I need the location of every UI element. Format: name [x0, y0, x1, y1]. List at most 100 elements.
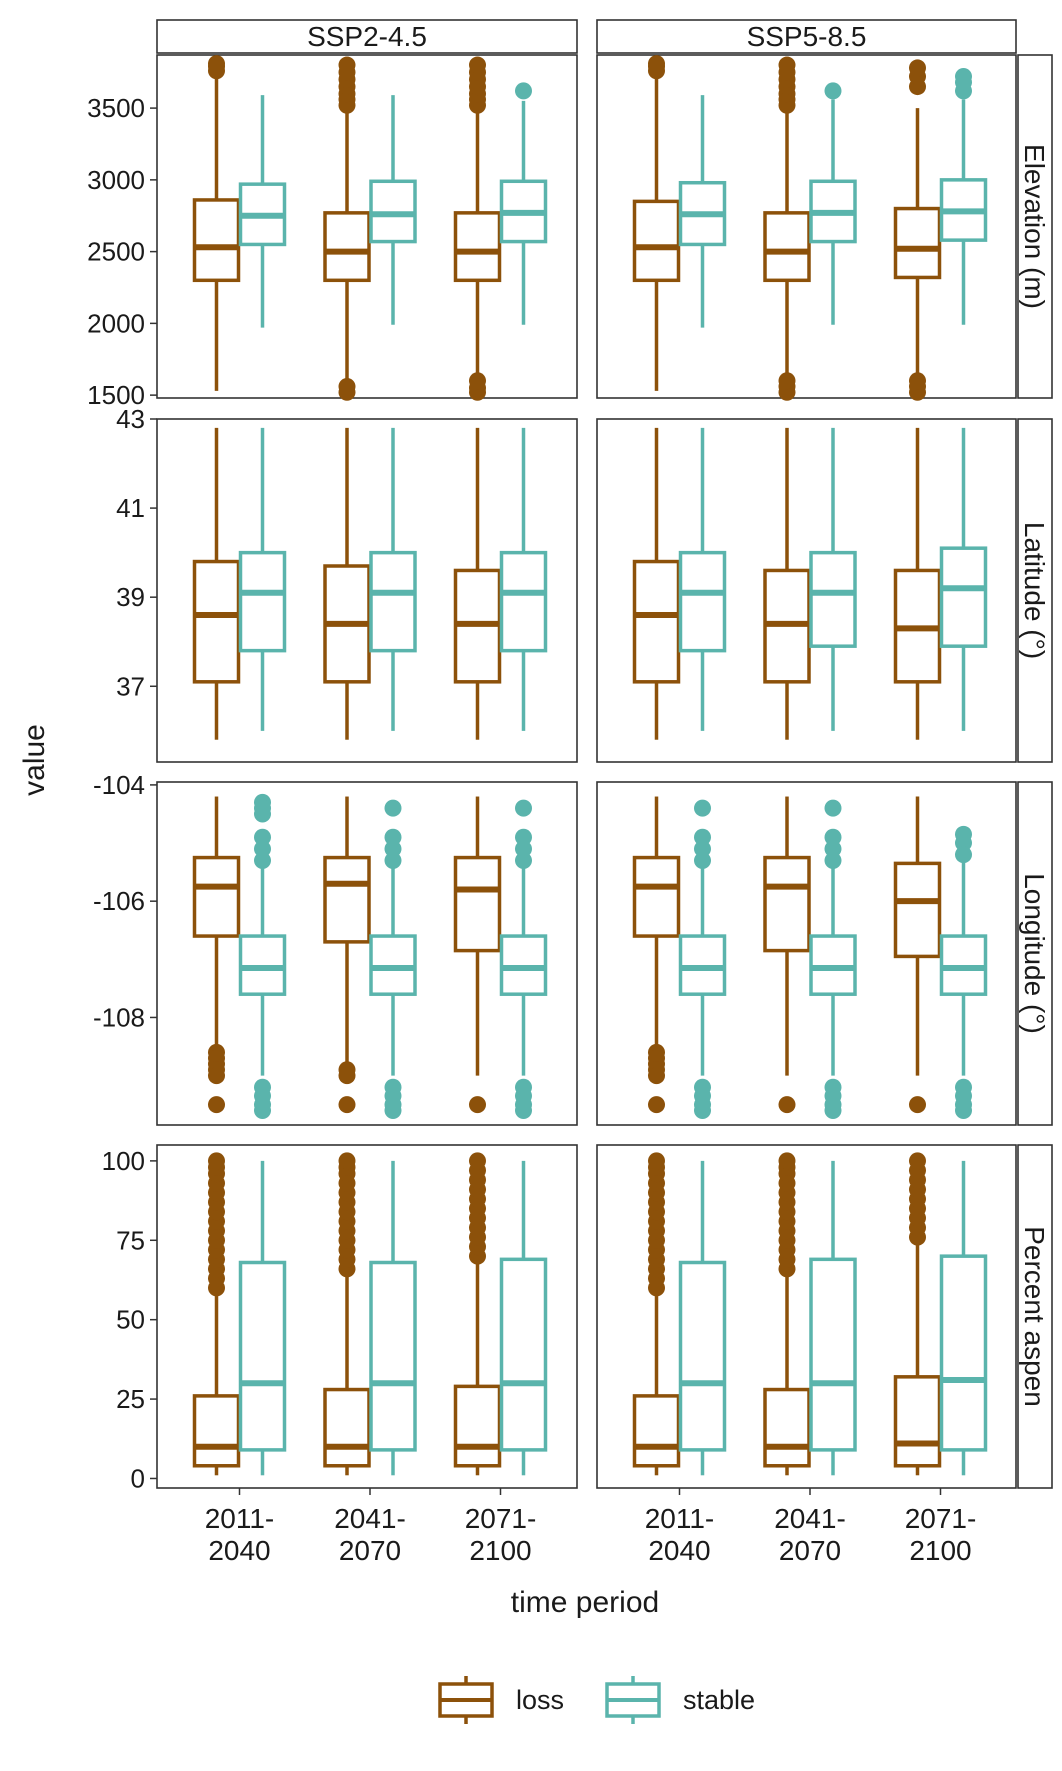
facet-strip-label: SSP5-8.5	[747, 21, 867, 52]
box-iqr	[678, 1260, 727, 1452]
box-loss	[192, 427, 241, 740]
box-loss	[453, 427, 502, 740]
box-iqr	[192, 1394, 241, 1468]
box-loss	[632, 55, 681, 391]
facet-strip-label: Longitude (°)	[1019, 873, 1050, 1034]
box-stable	[678, 1160, 727, 1476]
box-iqr	[893, 861, 942, 959]
box-stable	[369, 427, 417, 731]
box-iqr	[632, 199, 681, 283]
box-loss	[323, 796, 371, 1114]
outlier-point	[955, 834, 972, 852]
outlier-point	[384, 840, 402, 858]
box-stable	[678, 95, 727, 328]
panel-ssp5-8-5-longitude	[596, 781, 1017, 1126]
panel-ssp5-8-5-elevation-m	[596, 54, 1017, 401]
box-iqr	[238, 1260, 287, 1452]
x-tick-label: 2041-	[334, 1503, 406, 1534]
box-iqr	[369, 1260, 417, 1452]
outlier-point	[384, 828, 402, 846]
facet-strip-longitude	[1017, 781, 1053, 1126]
box-stable	[238, 1160, 287, 1476]
box-loss	[192, 1152, 241, 1476]
box-stable	[939, 825, 988, 1119]
y-tick-label: 43	[116, 404, 145, 434]
legend: loss stable	[438, 1676, 755, 1724]
y-tick-label: 2500	[87, 237, 145, 267]
outlier-point	[824, 82, 842, 100]
panel-ssp5-8-5-percent-aspen	[596, 1144, 1017, 1489]
box-iqr	[763, 1387, 811, 1468]
outlier-point	[515, 851, 532, 869]
facet-strip-latitude	[1017, 418, 1053, 763]
box-iqr	[809, 550, 857, 648]
box-iqr	[893, 1375, 942, 1468]
outlier-point	[515, 82, 532, 100]
outlier-point	[955, 846, 972, 864]
panel-ssp2-4-5-elevation-m	[156, 54, 578, 401]
y-axis-title: value	[18, 724, 51, 796]
outlier-point	[469, 1152, 486, 1170]
outlier-point	[694, 851, 711, 869]
box-iqr	[453, 1384, 502, 1468]
y-tick-label: 2000	[87, 308, 145, 338]
x-tick-label: 2011-	[645, 1503, 715, 1534]
box-iqr	[678, 550, 727, 653]
y-tick-label: 25	[116, 1384, 145, 1414]
outlier-point	[208, 1067, 225, 1085]
panel-ssp2-4-5-latitude	[156, 418, 578, 763]
box-stable	[939, 68, 988, 325]
facet-strip-ssp5-8-5	[596, 19, 1017, 54]
box-stable	[369, 95, 417, 325]
outlier-point	[384, 851, 402, 869]
box-stable	[939, 427, 988, 731]
box-stable	[499, 799, 548, 1119]
outlier-point	[824, 851, 842, 869]
outlier-point	[208, 1096, 225, 1114]
box-iqr	[763, 855, 811, 953]
outlier-point	[338, 1152, 356, 1170]
outlier-point	[648, 1096, 665, 1114]
box-stable	[238, 95, 287, 328]
outlier-point	[254, 1101, 271, 1119]
y-tick-label: -104	[93, 770, 145, 800]
facet-strip-ssp2-4-5	[156, 19, 578, 54]
box-loss	[763, 427, 811, 740]
outlier-point	[648, 1067, 665, 1085]
outlier-point	[909, 1096, 926, 1114]
box-iqr	[632, 855, 681, 938]
box-stable	[499, 82, 548, 325]
outlier-point	[824, 828, 842, 846]
box-iqr	[809, 1257, 857, 1452]
box-stable	[678, 427, 727, 731]
box-loss	[453, 56, 502, 401]
box-iqr	[893, 206, 942, 280]
box-iqr	[192, 559, 241, 684]
outlier-point	[909, 1152, 926, 1170]
box-loss	[893, 796, 942, 1114]
outlier-point	[824, 799, 842, 817]
outlier-point	[824, 1101, 842, 1119]
outlier-point	[469, 56, 486, 74]
outlier-point	[778, 1152, 796, 1170]
x-tick-label: 2070	[779, 1535, 841, 1566]
outlier-point	[208, 1152, 225, 1170]
outlier-point	[254, 805, 271, 823]
y-tick-label: 75	[116, 1225, 145, 1255]
outlier-point	[338, 378, 356, 396]
box-loss	[763, 1152, 811, 1476]
x-tick-label: 2011-	[205, 1503, 275, 1534]
box-stable	[809, 1160, 857, 1476]
y-tick-label: -108	[93, 1002, 145, 1032]
x-tick-label: 2071-	[465, 1503, 537, 1534]
outlier-point	[515, 828, 532, 846]
box-stable	[238, 793, 287, 1119]
facet-strip-elevation-m	[1017, 54, 1053, 399]
outlier-point	[515, 1101, 532, 1119]
y-tick-label: 39	[116, 582, 145, 612]
legend-label: loss	[516, 1685, 564, 1715]
outlier-point	[778, 1096, 796, 1114]
outlier-point	[515, 840, 532, 858]
y-tick-label: 41	[116, 493, 145, 523]
box-stable	[809, 82, 857, 325]
